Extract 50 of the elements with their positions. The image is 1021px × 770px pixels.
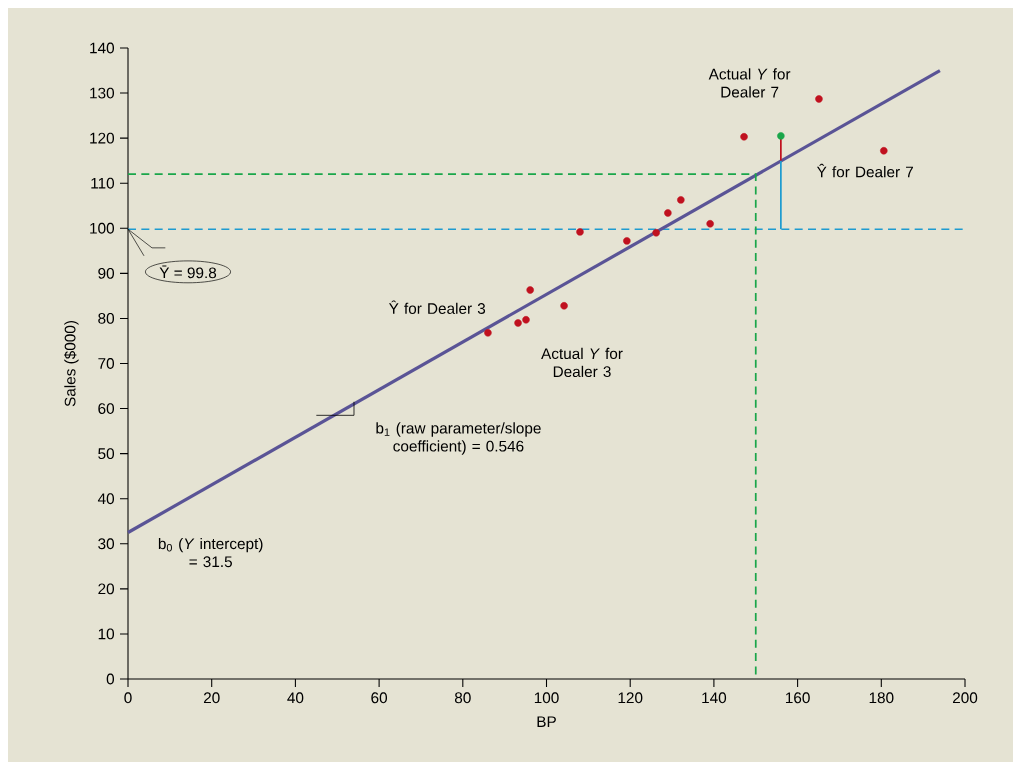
ref-line-label: Ȳ = 99.8 — [159, 265, 217, 279]
annotation: b$_{1}$ (raw parameter/slope coefficient) = 0.546 — [376, 422, 541, 455]
y-tick-label: 10 — [98, 628, 115, 640]
y-axis-title: Sales ($000) — [64, 320, 79, 407]
point — [484, 329, 492, 337]
point — [777, 132, 785, 140]
y-tick-label: 0 — [106, 673, 115, 685]
point — [815, 95, 823, 103]
y-tick-label: 140 — [90, 42, 115, 54]
x-tick-label: 80 — [454, 692, 471, 704]
annotation: Actual Y for Dealer 7 — [708, 68, 791, 98]
point — [526, 286, 534, 294]
y-tick-label: 50 — [98, 448, 115, 460]
point — [664, 209, 672, 217]
annotation: b$_{0}$ (Y intercept) = 31.5 — [158, 537, 263, 568]
x-tick-label: 140 — [702, 692, 727, 704]
y-tick-label: 90 — [98, 267, 115, 279]
y-tick-label: 40 — [97, 493, 115, 505]
y-tick-label: 80 — [98, 312, 115, 324]
point — [514, 319, 522, 327]
point — [677, 196, 685, 204]
x-tick-label: 40 — [287, 692, 304, 704]
point — [652, 229, 660, 237]
x-tick-label: 160 — [785, 692, 810, 704]
point — [623, 237, 631, 245]
y-tick-label: 30 — [98, 538, 115, 550]
y-tick-label: 120 — [90, 132, 115, 144]
point — [740, 133, 748, 141]
x-tick-label: 180 — [869, 692, 894, 704]
point — [880, 147, 888, 155]
x-tick-label: 200 — [952, 692, 978, 704]
y-tick-label: 60 — [98, 403, 115, 414]
y-tick-label: 20 — [98, 583, 115, 595]
y-tick-label: 110 — [91, 177, 115, 189]
y-tick-label: 70 — [98, 358, 115, 369]
point — [576, 228, 584, 236]
x-tick-label: 100 — [534, 692, 559, 704]
x-tick-label: 0 — [124, 692, 132, 704]
annotation: Actual Y for Dealer 3 — [541, 347, 623, 378]
y-tick-label: 130 — [90, 87, 115, 99]
annotation: Ŷ for Dealer 3 — [388, 300, 486, 314]
x-tick-label: 60 — [371, 692, 388, 704]
x-axis-title: BP — [537, 716, 556, 727]
point — [706, 220, 714, 228]
point — [522, 316, 530, 324]
x-tick-label: 20 — [203, 692, 220, 704]
y-tick-label: 100 — [90, 222, 115, 234]
annotation: Ŷ for Dealer 7 — [816, 163, 913, 178]
point — [560, 302, 568, 310]
x-tick-label: 120 — [618, 692, 643, 704]
